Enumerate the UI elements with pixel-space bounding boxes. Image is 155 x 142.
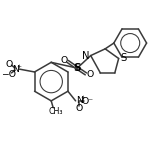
Text: N: N bbox=[76, 96, 83, 105]
Text: O: O bbox=[6, 60, 13, 69]
Text: −O: −O bbox=[1, 70, 16, 79]
Text: O: O bbox=[86, 70, 93, 79]
Text: +: + bbox=[81, 95, 86, 101]
Text: N: N bbox=[82, 51, 90, 61]
Text: S: S bbox=[120, 53, 127, 62]
Text: S: S bbox=[73, 63, 81, 73]
Text: CH₃: CH₃ bbox=[49, 107, 63, 116]
Text: O⁻: O⁻ bbox=[81, 97, 93, 106]
Text: +: + bbox=[17, 64, 22, 69]
Text: O: O bbox=[60, 56, 67, 65]
Text: N: N bbox=[12, 65, 19, 74]
Text: O: O bbox=[76, 104, 83, 113]
